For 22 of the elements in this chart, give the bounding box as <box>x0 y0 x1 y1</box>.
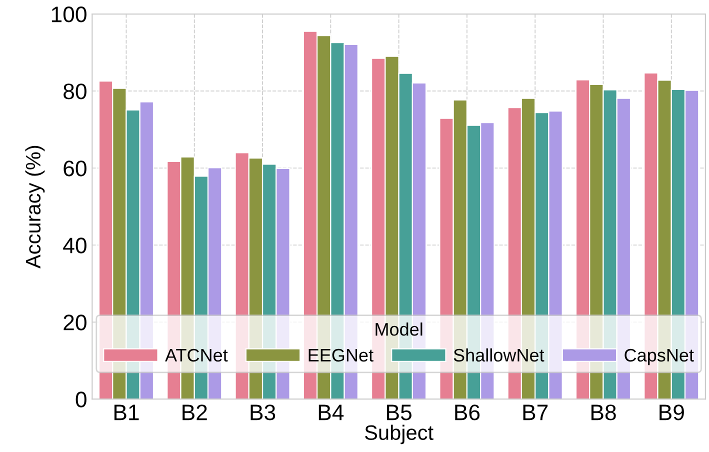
legend-label: EEGNet <box>308 348 374 362</box>
x-axis-title: Subject <box>365 424 434 444</box>
y-axis-title: Accuracy (%) <box>25 146 45 268</box>
legend-label: CapsNet <box>624 348 694 366</box>
legend-title: Model <box>376 322 422 336</box>
y-tick-label: 40 <box>63 238 86 254</box>
y-tick-label: 80 <box>64 84 86 100</box>
x-tick-label: B3 <box>250 404 276 420</box>
x-tick-label: B6 <box>455 404 480 420</box>
x-tick-label: B9 <box>660 404 684 420</box>
x-tick-label: B2 <box>182 404 207 420</box>
x-tick-label: B4 <box>318 404 344 420</box>
x-tick-label: B8 <box>591 404 616 420</box>
legend-label: ATCNet <box>165 348 228 362</box>
y-tick-label: 0 <box>76 392 86 408</box>
x-tick-label: B5 <box>387 404 412 420</box>
y-tick-label: 100 <box>52 6 86 22</box>
y-tick-label: 20 <box>64 314 86 330</box>
legend-label: ShallowNet <box>454 348 544 362</box>
x-tick-label: B1 <box>114 404 139 420</box>
y-tick-label: 60 <box>64 160 86 176</box>
x-tick-label: B7 <box>523 404 548 420</box>
